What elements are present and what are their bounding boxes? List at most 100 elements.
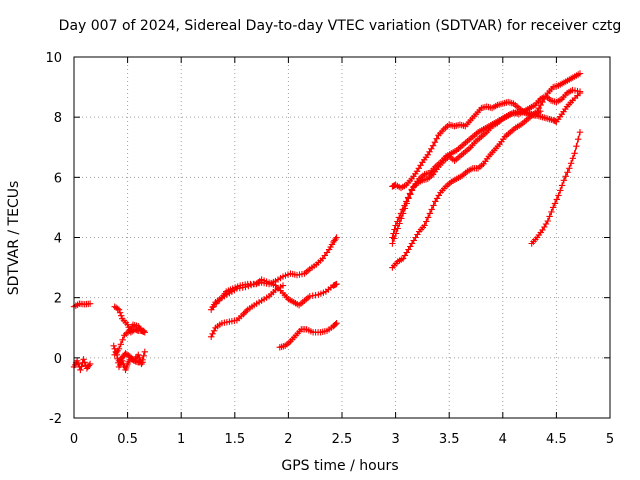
x-tick-label: 4.5 — [546, 432, 567, 447]
x-tick-label: 1 — [177, 432, 185, 447]
data-point — [424, 214, 432, 221]
data-point — [141, 348, 148, 355]
data-point — [391, 226, 398, 233]
data-point — [333, 280, 340, 288]
x-tick-labels: 0 0.5 1 1.5 2 2.5 3 3.5 4 4.5 5 — [70, 432, 614, 447]
data-point — [555, 192, 562, 199]
data-point — [571, 150, 578, 157]
data-point — [128, 354, 135, 361]
y-tick-label: 2 — [54, 292, 62, 307]
data-point — [430, 202, 437, 209]
data-point — [408, 187, 416, 194]
data-point — [401, 205, 409, 212]
series-s8 — [210, 234, 340, 310]
data-point — [115, 306, 123, 313]
axis-ticks — [73, 56, 611, 419]
series-line — [210, 285, 284, 338]
x-tick-label: 5 — [606, 432, 614, 447]
series-s15 — [528, 129, 584, 247]
data-point — [558, 182, 566, 189]
data-point — [546, 213, 553, 220]
data-point — [117, 341, 124, 348]
series-s5 — [111, 321, 148, 358]
data-point — [573, 143, 580, 150]
x-tick-label: 3 — [391, 432, 399, 447]
data-point — [423, 218, 430, 225]
data-point — [210, 327, 218, 334]
y-tick-label: 0 — [54, 352, 62, 367]
data-point — [433, 135, 440, 142]
series-line — [392, 101, 541, 189]
data-point — [575, 136, 582, 143]
data-point — [576, 129, 584, 136]
y-tick-label: 8 — [54, 111, 62, 126]
data-point — [564, 169, 571, 176]
data-point — [333, 320, 340, 327]
x-tick-label: 2.5 — [332, 432, 353, 447]
data-point — [208, 333, 215, 340]
data-point — [428, 206, 435, 213]
x-tick-label: 2 — [284, 432, 292, 447]
data-point — [240, 311, 247, 318]
data-point — [115, 345, 123, 352]
x-tick-label: 3.5 — [439, 432, 460, 447]
data-point — [141, 329, 148, 336]
y-tick-label: 10 — [45, 51, 62, 66]
x-tick-label: 1.5 — [224, 432, 245, 447]
data-point — [389, 240, 396, 247]
series-s14 — [389, 70, 584, 271]
y-tick-label: -2 — [49, 412, 62, 427]
data-point — [394, 225, 401, 232]
data-series — [70, 70, 584, 374]
data-point — [567, 160, 575, 167]
data-point — [544, 217, 551, 225]
series-s13 — [389, 89, 584, 247]
data-point — [80, 356, 87, 363]
data-point — [553, 196, 560, 203]
data-point — [403, 200, 410, 207]
data-point — [279, 282, 287, 289]
data-point — [405, 195, 412, 202]
series-s10 — [276, 320, 340, 351]
data-point — [399, 210, 407, 217]
data-point — [86, 360, 94, 368]
y-axis-label: SDTVAR / TECUs — [6, 181, 22, 296]
data-point — [392, 230, 400, 237]
data-point — [119, 336, 126, 343]
chart-title: Day 007 of 2024, Sidereal Day-to-day VTE… — [59, 18, 622, 34]
data-point — [77, 366, 84, 374]
data-point — [557, 187, 564, 194]
x-tick-label: 0.5 — [117, 432, 138, 447]
x-tick-label: 4 — [499, 432, 507, 447]
data-point — [78, 363, 85, 370]
data-point — [114, 305, 121, 312]
data-point — [566, 165, 573, 172]
data-point — [139, 359, 146, 366]
data-point — [242, 283, 249, 291]
data-point — [209, 330, 216, 337]
data-point — [398, 215, 405, 222]
data-point — [85, 362, 93, 369]
series-s11 — [389, 98, 544, 192]
data-point — [560, 177, 568, 184]
data-point — [429, 142, 437, 149]
data-point — [332, 235, 339, 243]
data-point — [550, 204, 557, 211]
data-point — [118, 312, 125, 319]
x-tick-label: 0 — [70, 432, 78, 447]
data-point — [548, 208, 555, 216]
data-point — [126, 353, 133, 360]
data-point — [116, 309, 124, 316]
data-point — [333, 234, 340, 241]
data-point — [431, 139, 439, 146]
data-point — [421, 222, 428, 229]
data-point — [332, 321, 339, 328]
y-tick-labels: -2 0 2 4 6 8 10 — [45, 51, 62, 427]
data-point — [245, 282, 252, 290]
data-point — [110, 342, 117, 349]
series-line — [391, 72, 581, 268]
data-point — [86, 300, 94, 307]
data-point — [243, 308, 250, 315]
data-point — [396, 220, 403, 227]
